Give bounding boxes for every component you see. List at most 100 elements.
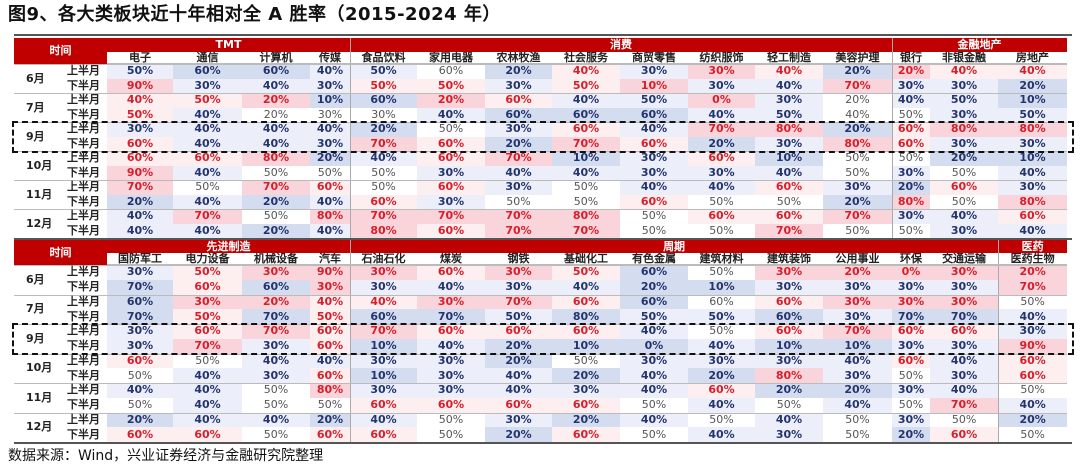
win-rate-cell: 50% [688,324,755,339]
win-rate-cell: 60% [620,265,688,280]
win-rate-cell: 20% [688,136,756,151]
win-rate-cell: 20% [998,265,1068,280]
win-rate-cell: 20% [417,93,486,108]
table-row: 11月 上半月 40% 40% 50% 80% 30% 30% 40% 30% 40% 60% 20% 2… [14,383,1068,413]
win-rate-cell: 40% [173,107,242,122]
win-rate-cell: 60% [173,427,242,442]
win-rate-cell: 90% [107,165,173,180]
win-rate-cell: 20% [620,279,688,295]
win-rate-cell: 70% [242,324,310,339]
win-rate-cell: 20% [242,223,310,238]
win-rate-table-2: 时间 先进制造 周期 医药 国防军工 电力设备 机械设备 汽车 石油石化 煤炭 钢铁 基础化工 有色金属… [14,240,1068,442]
win-rate-cell: 40% [755,78,824,93]
win-rate-cell: 60% [620,136,689,151]
group-header: 消费 [350,38,893,52]
group-header: 周期 [350,240,999,253]
win-rate-cell: 50% [173,309,242,324]
win-rate-cell: 50% [242,397,310,413]
win-rate-cell: 20% [552,368,620,383]
win-rate-cell: 30% [892,294,930,310]
win-rate-cell: 70% [485,151,553,166]
win-rate-cell: 30% [107,338,173,354]
win-rate-cell: 80% [998,194,1068,209]
win-rate-cell: 60% [998,209,1068,224]
table-row: 下半月 70% 50% 70% 50% 60% 70% 50% 80% 50% 50% 60% 30% 7… [14,309,1068,324]
win-rate-cell: 30% [350,107,418,122]
win-rate-cell: 30% [823,368,892,383]
win-rate-cell: 60% [552,324,620,339]
win-rate-cell: 30% [755,265,823,280]
month-label: 10月 [14,151,60,180]
win-rate-cell: 70% [485,294,552,310]
table-row: 下半月 90% 40% 50% 50% 50% 30% 40% 40% 30% 30% 40% 50% 3… [14,165,1068,180]
win-rate-cell: 30% [688,165,756,180]
win-rate-cell: 20% [485,136,553,151]
win-rate-cell: 40% [998,397,1068,413]
column-header: 钢铁 [485,253,552,265]
month-label: 11月 [14,180,60,209]
win-rate-cell: 30% [755,353,823,369]
win-rate-cell: 20% [310,412,350,428]
win-rate-cell: 50% [688,265,755,280]
column-header: 纺织服饰 [688,52,756,64]
win-rate-cell: 50% [485,309,552,324]
win-rate-cell: 30% [620,64,689,79]
win-rate-cell: 10% [552,151,621,166]
top-rule [14,34,1072,36]
win-rate-cell: 30% [417,353,485,369]
win-rate-cell: 60% [930,180,999,195]
table-row: 11月 上半月 70% 50% 70% 60% 50% 60% 30% 50% 40% 40% 60% 3… [14,180,1068,209]
win-rate-cell: 40% [242,353,310,369]
win-rate-cell: 50% [310,309,350,324]
win-rate-cell: 50% [620,223,689,238]
win-rate-cell: 50% [688,223,756,238]
half-month-label: 上半月 [60,294,107,310]
win-rate-cell: 60% [552,294,620,310]
half-month-label: 上半月 [60,151,107,166]
win-rate-cell: 50% [173,93,242,108]
win-rate-cell: 30% [892,78,931,93]
win-rate-cell: 40% [350,412,417,428]
win-rate-cell: 20% [310,151,351,166]
win-rate-cell: 50% [930,194,999,209]
win-rate-cell: 30% [350,279,417,295]
win-rate-cell: 50% [552,353,620,369]
win-rate-cell: 70% [242,309,310,324]
win-rate-cell: 70% [417,209,486,224]
win-rate-cell: 40% [310,294,350,310]
win-rate-cell: 80% [552,209,621,224]
win-rate-cell: 30% [485,279,552,295]
win-rate-cell: 60% [485,93,553,108]
win-rate-cell: 30% [930,368,999,383]
win-rate-cell: 40% [552,93,621,108]
half-month-label: 上半月 [60,180,107,195]
table-row: 6月 上半月 50% 60% 60% 40% 50% 60% 20% 40% 30% 30% 40% 20… [14,64,1068,93]
month-label: 6月 [14,265,60,295]
win-rate-cell: 50% [107,64,173,79]
win-rate-cell: 40% [892,93,931,108]
win-rate-cell: 50% [552,194,621,209]
win-rate-cell: 40% [620,180,689,195]
win-rate-cell: 30% [485,265,552,280]
table-row: 下半月 50% 40% 30% 60% 10% 30% 40% 20% 40% 20% 80% 30% 5… [14,368,1068,383]
win-rate-cell: 40% [998,165,1068,180]
win-rate-cell: 30% [688,64,756,79]
win-rate-cell: 60% [310,180,351,195]
table-row: 12月 上半月 40% 70% 50% 80% 70% 70% 70% 80% 50% 60% 60% 7… [14,209,1068,238]
win-rate-cell: 70% [823,78,893,93]
win-rate-cell: 40% [485,368,552,383]
win-rate-cell: 50% [242,427,310,442]
win-rate-cell: 20% [892,427,930,442]
win-rate-cell: 30% [107,324,173,339]
win-rate-cell: 50% [350,78,418,93]
win-rate-cell: 60% [107,353,173,369]
win-rate-cell: 50% [350,165,418,180]
win-rate-cell: 80% [823,136,893,151]
column-header: 房地产 [998,52,1068,64]
win-rate-cell: 50% [823,223,893,238]
win-rate-cell: 60% [173,151,242,166]
win-rate-cell: 80% [242,151,310,166]
win-rate-cell: 50% [892,107,931,122]
win-rate-cell: 30% [417,383,485,398]
win-rate-cell: 40% [173,223,242,238]
